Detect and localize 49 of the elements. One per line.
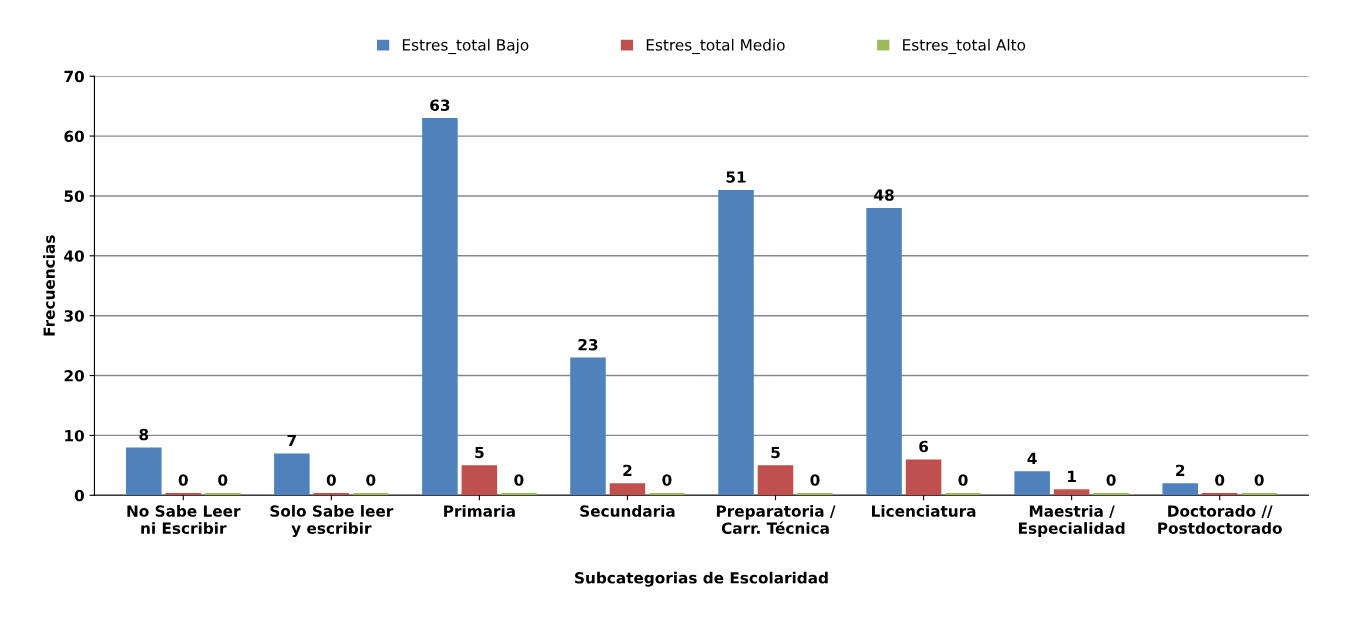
x-tick-label: Doctorado // Postdoctorado bbox=[1158, 505, 1282, 534]
data-label: 0 bbox=[1215, 474, 1225, 486]
bar bbox=[422, 118, 458, 496]
data-label: 0 bbox=[1106, 474, 1116, 486]
legend-label: Estres_total Medio bbox=[646, 38, 785, 55]
data-label: 0 bbox=[366, 474, 376, 486]
y-tick-label: 50 bbox=[64, 190, 84, 202]
y-axis-title: Frecuencias bbox=[43, 235, 55, 336]
data-label: 8 bbox=[139, 428, 149, 441]
data-label: 0 bbox=[1254, 474, 1264, 486]
bar bbox=[718, 189, 754, 496]
legend-label: Estres_total Bajo bbox=[402, 38, 529, 55]
y-tick-label: 0 bbox=[74, 489, 84, 502]
data-label: 63 bbox=[430, 99, 450, 111]
x-tick-label: Preparatoria / Carr. Técnica bbox=[716, 505, 836, 534]
data-label: 0 bbox=[662, 474, 672, 486]
x-tick-label: Secundaria bbox=[580, 505, 675, 517]
data-label: 0 bbox=[178, 474, 188, 486]
data-label: 48 bbox=[874, 189, 894, 201]
y-tick-label: 70 bbox=[64, 70, 84, 83]
data-label: 0 bbox=[810, 474, 820, 486]
y-tick-label: 20 bbox=[64, 370, 84, 382]
data-label: 0 bbox=[218, 474, 228, 486]
data-label: 51 bbox=[726, 171, 746, 183]
x-tick-label: Licenciatura bbox=[872, 505, 976, 517]
y-tick-label: 40 bbox=[64, 250, 84, 262]
data-label: 5 bbox=[475, 446, 484, 459]
x-tick-label: Maestria / Especialidad bbox=[1018, 505, 1125, 537]
y-tick-label: 30 bbox=[64, 310, 84, 322]
data-label: 2 bbox=[623, 464, 632, 476]
data-label: 5 bbox=[771, 446, 780, 459]
data-label: 2 bbox=[1176, 464, 1185, 476]
bar bbox=[570, 357, 606, 496]
data-label: 7 bbox=[287, 434, 296, 447]
data-label: 4 bbox=[1027, 452, 1037, 465]
legend-label: Estres_total Alto bbox=[903, 38, 1026, 55]
data-label: 1 bbox=[1068, 470, 1076, 482]
y-tick-label: 10 bbox=[65, 429, 84, 442]
x-tick-label: Primaria bbox=[444, 505, 515, 517]
y-tick-label: 60 bbox=[64, 130, 84, 143]
data-label: 0 bbox=[958, 474, 968, 486]
data-label: 23 bbox=[578, 338, 598, 351]
bar bbox=[866, 207, 902, 496]
data-label: 6 bbox=[919, 440, 929, 453]
data-label: 0 bbox=[326, 474, 336, 486]
x-axis-title: Subcategorias de Escolaridad bbox=[575, 571, 828, 587]
x-tick-label: No Sabe Leer ni Escribir bbox=[127, 505, 241, 534]
data-label: 0 bbox=[514, 474, 524, 486]
x-tick-label: Solo Sabe leer y escribir bbox=[270, 505, 394, 538]
